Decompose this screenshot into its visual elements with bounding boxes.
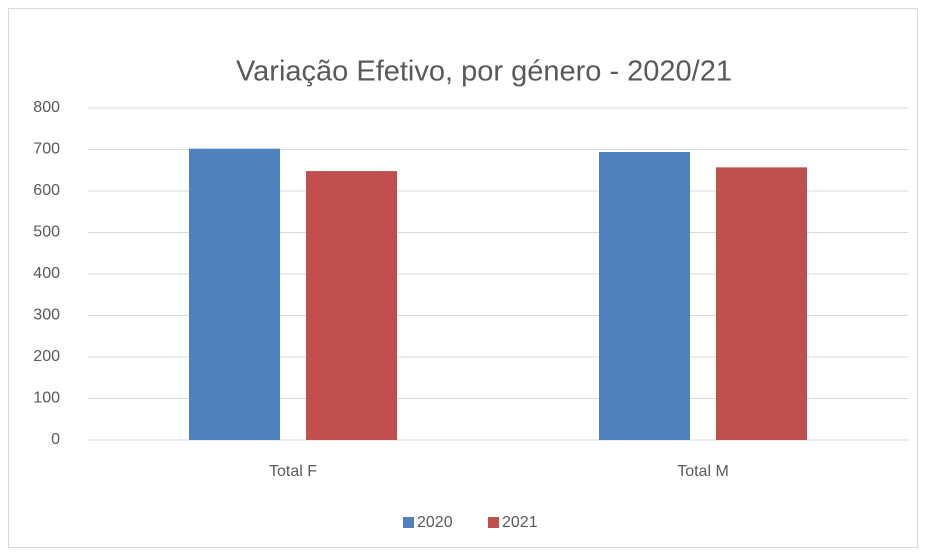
legend-swatch (488, 517, 499, 528)
legend-label: 2021 (502, 514, 538, 531)
x-tick-label: Total M (677, 463, 729, 480)
legend-label: 2020 (417, 514, 453, 531)
bar (599, 151, 690, 441)
y-tick-label: 200 (33, 348, 60, 365)
bar (716, 167, 807, 440)
y-tick-label: 600 (33, 182, 60, 199)
y-tick-label: 500 (33, 224, 60, 241)
y-tick-label: 0 (51, 431, 60, 448)
chart-title: Variação Efetivo, por género - 2020/21 (236, 56, 732, 88)
y-tick-label: 300 (33, 307, 60, 324)
legend-swatch (403, 517, 414, 528)
y-tick-label: 800 (33, 99, 60, 116)
y-tick-label: 100 (33, 390, 60, 407)
y-tick-label: 700 (33, 141, 60, 158)
y-tick-label: 400 (33, 265, 60, 282)
bar (306, 171, 397, 440)
x-tick-label: Total F (269, 463, 317, 480)
bar (189, 148, 280, 441)
